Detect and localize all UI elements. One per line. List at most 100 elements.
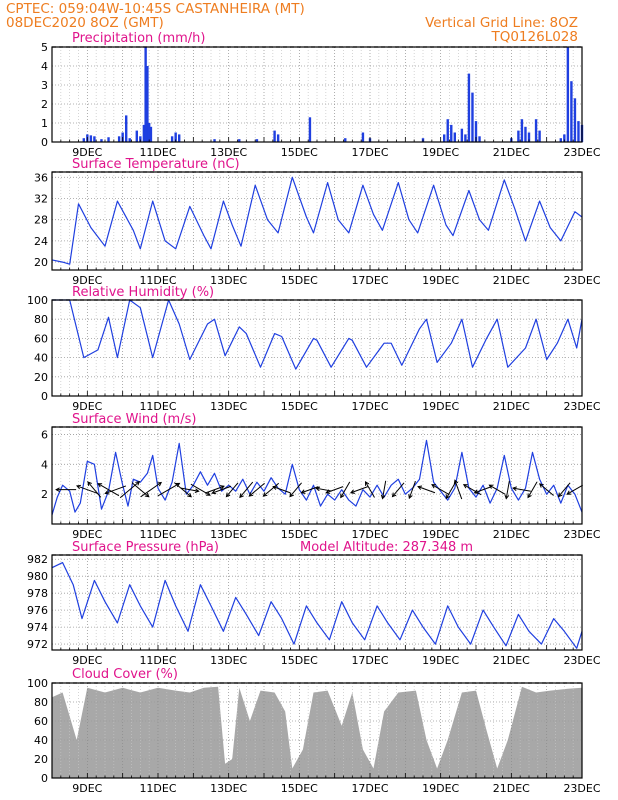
precip-bar xyxy=(255,139,259,142)
temp-ytick-label: 20 xyxy=(34,256,48,269)
wind-xtick-label: 13DEC xyxy=(210,528,247,541)
wind-vector xyxy=(119,481,140,499)
cloud-xtick-label: 23DEC xyxy=(563,782,600,795)
rh-ytick-label: 20 xyxy=(34,371,48,384)
cloud-ytick-label: 40 xyxy=(34,734,48,747)
pres-xtick-label: 23DEC xyxy=(563,654,600,667)
rh-xtick-label: 17DEC xyxy=(351,400,388,413)
pres-ytick-label: 980 xyxy=(27,570,48,583)
rh-ytick-label: 40 xyxy=(34,352,48,365)
wind-vector xyxy=(539,483,554,496)
precip-bar xyxy=(308,117,312,142)
pres-xtick-label: 19DEC xyxy=(422,654,459,667)
wind-vector-head xyxy=(325,489,331,494)
precip-bar xyxy=(573,98,577,142)
wind-vector-head xyxy=(248,492,254,497)
temp-ytick-label: 32 xyxy=(34,192,48,205)
wind-vector-head xyxy=(97,483,103,488)
wind-vector xyxy=(454,480,463,500)
wind-vector xyxy=(340,481,351,498)
wind-vector xyxy=(301,486,319,494)
cloud-xtick-label: 11DEC xyxy=(139,782,176,795)
precip-xtick-label: 9DEC xyxy=(72,146,102,159)
precip-bar xyxy=(174,132,177,142)
precip-plot-area xyxy=(52,47,582,142)
wind-vector xyxy=(408,481,416,499)
wind-vector xyxy=(173,482,192,498)
humidity-panel: Relative Humidity (%) 0 20 40 60 80 100 9DEC 11… xyxy=(27,285,601,413)
wind-vector-head xyxy=(211,489,217,495)
wind-vector xyxy=(392,482,405,497)
wind-vector xyxy=(226,482,239,497)
wind-vector-head xyxy=(262,492,268,497)
precip-ytick-label: 0 xyxy=(41,136,48,149)
pres-xtick-label: 13DEC xyxy=(210,654,247,667)
humidity-title: Relative Humidity (%) xyxy=(72,285,214,300)
precip-bar xyxy=(443,134,446,142)
wind-vector xyxy=(212,485,232,494)
wind-vector-head xyxy=(194,488,200,493)
wind-vector-head xyxy=(135,480,141,486)
wind-vector-head xyxy=(157,481,163,487)
wind-vector xyxy=(326,486,344,494)
wind-vector-head xyxy=(431,484,437,489)
precip-xtick-label: 15DEC xyxy=(281,146,318,159)
model-altitude: Model Altitude: 287.348 m xyxy=(300,540,473,555)
cloud-ytick-label: 100 xyxy=(27,677,48,690)
precip-xtick-label: 23DEC xyxy=(563,146,600,159)
header-location: CPTEC: 059:04W-10:45S CASTANHEIRA (MT) xyxy=(6,1,305,17)
wind-vector-head xyxy=(512,486,518,492)
temp-xtick-label: 23DEC xyxy=(563,274,600,287)
rh-xtick-label: 19DEC xyxy=(422,400,459,413)
precip-bar xyxy=(446,119,449,142)
cloud-cover-panel: Cloud Cover (%) 0 20 40 60 80 100 9DEC 11DEC 13D… xyxy=(27,667,601,795)
wind-vector xyxy=(474,486,492,494)
precip-bar xyxy=(453,132,456,142)
temp-xtick-label: 13DEC xyxy=(210,274,247,287)
wind-vector-head xyxy=(315,486,321,492)
precip-bar xyxy=(577,121,580,142)
wind-vector-head xyxy=(417,485,423,490)
cloud-ytick-label: 80 xyxy=(34,696,48,709)
precip-bar xyxy=(107,137,110,142)
temp-ytick-label: 24 xyxy=(34,235,48,248)
wind-vector xyxy=(365,481,375,498)
header-vertical-grid: Vertical Grid Line: 8OZ xyxy=(425,15,578,31)
wind-vector xyxy=(180,487,199,492)
pres-ytick-label: 972 xyxy=(27,638,48,651)
header-date: 08DEC2020 8OZ (GMT) xyxy=(6,15,164,31)
precip-bar xyxy=(128,138,131,142)
pres-plot-area xyxy=(52,555,582,650)
precip-bar xyxy=(361,132,365,142)
pres-xtick-label: 15DEC xyxy=(281,654,318,667)
pres-ytick-label: 982 xyxy=(27,553,48,566)
cloud-xtick-label: 19DEC xyxy=(422,782,459,795)
wind-vector xyxy=(505,480,510,499)
cloud-xtick-label: 21DEC xyxy=(493,782,530,795)
wind-vector xyxy=(105,485,127,494)
wind-vector-head xyxy=(445,494,450,500)
precip-bar xyxy=(517,130,520,142)
wind-vector-head xyxy=(473,489,479,494)
precip-bar xyxy=(563,134,566,142)
wind-vector-head xyxy=(340,493,345,499)
precip-bar xyxy=(149,126,153,142)
precip-bar xyxy=(100,139,103,142)
precip-bar xyxy=(478,136,481,142)
cloud-ytick-label: 20 xyxy=(34,753,48,766)
precip-bar xyxy=(276,134,280,142)
rh-xtick-label: 9DEC xyxy=(72,400,102,413)
cloud-xtick-label: 13DEC xyxy=(210,782,247,795)
precip-bar xyxy=(460,128,464,142)
wind-vector xyxy=(131,482,150,498)
cloud-cover-title: Cloud Cover (%) xyxy=(72,667,178,682)
wind-ytick-label: 4 xyxy=(41,458,48,471)
precip-ytick-label: 3 xyxy=(41,79,48,92)
rh-ytick-label: 60 xyxy=(34,332,48,345)
pres-ytick-label: 974 xyxy=(27,621,48,634)
rh-xtick-label: 15DEC xyxy=(281,400,318,413)
wind-vector-head xyxy=(380,494,386,500)
wind-vector xyxy=(248,482,265,497)
precip-bar xyxy=(534,119,538,142)
